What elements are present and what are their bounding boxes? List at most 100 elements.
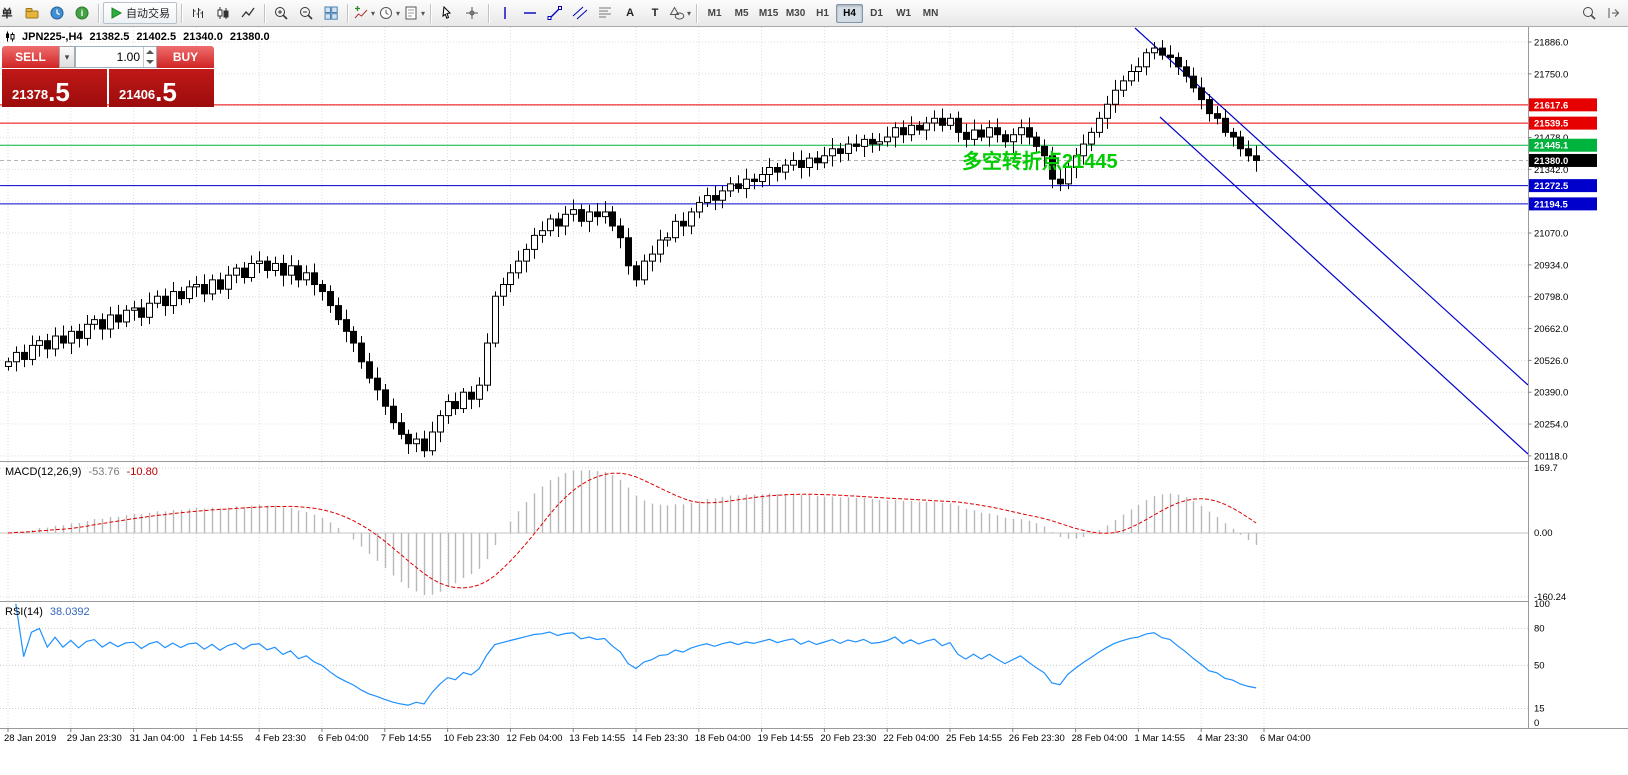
macd-signal-line [7,472,1257,589]
candle [350,330,357,344]
fibonacci-icon [599,7,612,18]
date-label: 10 Feb 23:30 [444,733,500,744]
candle-chart-button[interactable] [211,2,235,24]
autotrading-label: 自动交易 [126,8,170,20]
candle [60,335,67,344]
periods-button[interactable] [377,2,401,24]
macd-value-signal: -10.80 [126,466,158,478]
candle [1002,134,1009,143]
candle [52,335,59,350]
trendline-button[interactable] [543,2,567,24]
timeframe-mn[interactable]: MN [917,4,944,23]
candle [892,127,899,138]
profiles-button[interactable] [20,2,44,24]
candle [578,209,585,222]
horizontal-line-icon [524,12,537,14]
candle [1159,47,1166,56]
search-button[interactable] [1577,2,1601,24]
candle [963,131,970,140]
horizontal-line-button[interactable] [518,2,542,24]
candle [916,124,923,131]
channel-button[interactable] [568,2,592,24]
vertical-line-icon [504,7,506,19]
candle [162,295,169,307]
candle [751,178,758,183]
label-tool-button[interactable]: T [643,2,667,24]
stepper-down-icon[interactable] [144,57,156,67]
bar-chart-button[interactable] [186,2,210,24]
candle [994,127,1001,136]
timeframe-m5[interactable]: M5 [728,4,755,23]
timeframe-h4[interactable]: H4 [836,4,864,23]
rsi-axis-label: 0 [1534,718,1539,729]
autotrading-button[interactable]: 自动交易 [103,2,177,24]
zoom-out-button[interactable] [294,2,318,24]
crosshair-button[interactable] [460,2,484,24]
candle [759,173,766,183]
fibonacci-button[interactable] [593,2,617,24]
candle [1128,70,1135,82]
timeframe-h1[interactable]: H1 [809,4,836,23]
sell-button[interactable]: SELL [2,46,59,68]
candle [1245,148,1252,157]
tile-windows-button[interactable] [319,2,343,24]
macd-header: MACD(12,26,9) -53.76 -10.80 [5,466,158,478]
candle [500,284,507,297]
candle [1018,127,1025,136]
candle [719,190,726,201]
candle [1230,131,1237,138]
rsi-value: 38.0392 [49,606,90,618]
timeframe-d1[interactable]: D1 [863,4,890,23]
candle [712,195,719,201]
timeframe-m1[interactable]: M1 [701,4,728,23]
candle [931,117,938,124]
candle [131,307,138,311]
new-order-button[interactable]: 单 [0,2,19,24]
volume-field: 1.00 [75,46,157,68]
candle [743,178,750,190]
candle [672,220,679,239]
sell-price[interactable]: 21378.5 [2,69,107,107]
date-label: 29 Jan 23:30 [67,733,122,744]
data-window-button[interactable]: i [70,2,94,24]
candle [295,265,302,281]
timeframe-w1[interactable]: W1 [890,4,917,23]
templates-button[interactable] [402,2,426,24]
timeframe-m30[interactable]: M30 [782,4,809,23]
candle [1237,136,1244,150]
timeframe-m15[interactable]: M15 [755,4,782,23]
candle [821,155,828,164]
candle [460,391,467,410]
candle [1222,117,1229,133]
order-options-dropdown[interactable] [59,46,75,68]
indicators-button[interactable] [352,2,376,24]
vertical-line-button[interactable] [493,2,517,24]
date-label: 14 Feb 23:30 [632,733,688,744]
candle [170,291,177,307]
stepper-up-icon[interactable] [144,47,156,57]
zoom-in-button[interactable] [269,2,293,24]
buy-price[interactable]: 21406.5 [109,69,214,107]
date-label: 31 Jan 04:00 [130,733,185,744]
macd-axis-label: 169.7 [1534,463,1558,474]
chart-shift-button[interactable] [1602,2,1626,24]
volume-stepper[interactable] [143,47,156,67]
indicators-icon [354,6,368,19]
line-chart-button[interactable] [236,2,260,24]
market-watch-button[interactable] [45,2,69,24]
shapes-button[interactable] [668,2,692,24]
buy-button[interactable]: BUY [157,46,214,68]
timeframe-toolbar: M1 M5 M15 M30 H1 H4 D1 W1 MN [701,3,944,23]
price-badge-label: 21445.1 [1534,141,1569,152]
chart-canvas[interactable]: 21886.0 21750.0 21478.0 21342.0 21070.0 20934… [0,27,1628,775]
trendline[interactable] [1159,116,1529,455]
cursor-button[interactable] [435,2,459,24]
text-tool-button[interactable]: A [618,2,642,24]
candle [1033,136,1040,147]
candle [641,260,648,281]
candle [1214,113,1221,119]
price-axis-label: 20118.0 [1534,451,1568,462]
volume-input[interactable]: 1.00 [116,50,140,64]
price-axis-label: 21750.0 [1534,69,1568,80]
candle [908,124,915,136]
